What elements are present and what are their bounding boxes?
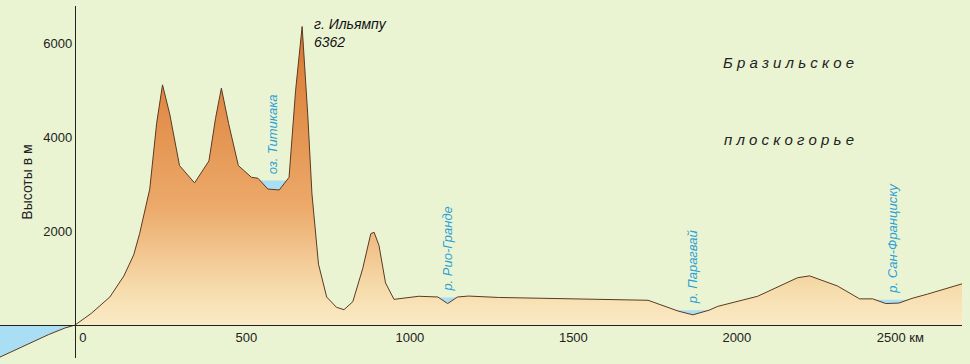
- svg-text:р. Рио-Гранде: р. Рио-Гранде: [440, 206, 455, 291]
- svg-text:4000: 4000: [43, 130, 72, 145]
- svg-text:Высоты в м: Высоты в м: [19, 144, 35, 219]
- svg-text:г. Ильямпу6362: г. Ильямпу6362: [314, 16, 387, 50]
- svg-text:р. Сан-Франциску: р. Сан-Франциску: [885, 183, 900, 294]
- svg-text:2000: 2000: [43, 224, 72, 239]
- svg-text:0: 0: [79, 330, 86, 345]
- svg-text:п л о с к о г о р ь е: п л о с к о г о р ь е: [724, 131, 854, 148]
- svg-text:оз. Титикака: оз. Титикака: [265, 94, 280, 174]
- svg-text:1000: 1000: [395, 330, 424, 345]
- svg-text:2000: 2000: [722, 330, 751, 345]
- svg-text:р. Парагвай: р. Парагвай: [685, 230, 700, 304]
- svg-text:1500: 1500: [559, 330, 588, 345]
- svg-text:Б р а з и л ь с к о е: Б р а з и л ь с к о е: [723, 54, 854, 71]
- svg-text:500: 500: [236, 330, 258, 345]
- svg-text:6000: 6000: [43, 36, 72, 51]
- svg-text:2500 км: 2500 км: [877, 330, 924, 345]
